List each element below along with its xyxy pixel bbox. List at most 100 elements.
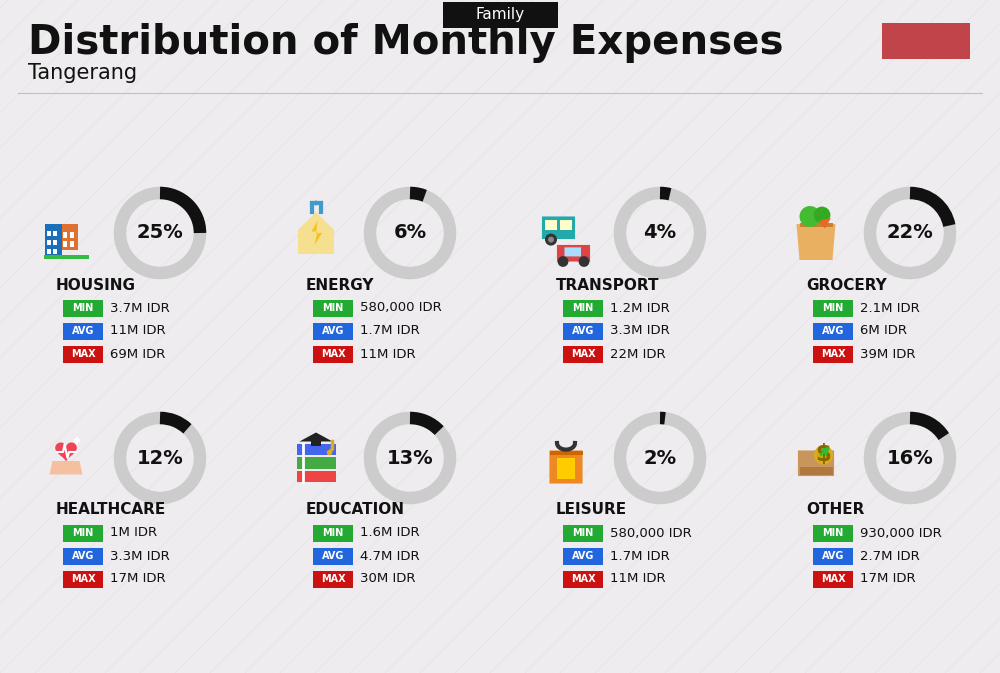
Text: 3.7M IDR: 3.7M IDR	[110, 302, 170, 314]
FancyBboxPatch shape	[563, 548, 603, 565]
FancyBboxPatch shape	[74, 439, 80, 441]
FancyBboxPatch shape	[545, 219, 557, 230]
FancyBboxPatch shape	[549, 450, 583, 483]
FancyBboxPatch shape	[563, 571, 603, 588]
Text: 2.1M IDR: 2.1M IDR	[860, 302, 920, 314]
FancyBboxPatch shape	[813, 548, 853, 565]
FancyBboxPatch shape	[44, 255, 88, 258]
Circle shape	[817, 448, 830, 462]
Text: 30M IDR: 30M IDR	[360, 573, 416, 586]
Text: 2%: 2%	[643, 448, 677, 468]
Text: 580,000 IDR: 580,000 IDR	[610, 526, 692, 540]
FancyBboxPatch shape	[311, 439, 321, 446]
Circle shape	[548, 237, 554, 242]
Polygon shape	[298, 212, 334, 254]
Text: AVG: AVG	[572, 551, 594, 561]
FancyBboxPatch shape	[63, 524, 103, 542]
Polygon shape	[55, 442, 77, 462]
Text: 1.6M IDR: 1.6M IDR	[360, 526, 420, 540]
FancyBboxPatch shape	[76, 437, 78, 444]
Text: MIN: MIN	[72, 528, 94, 538]
Text: MAX: MAX	[321, 574, 345, 584]
FancyBboxPatch shape	[313, 299, 353, 316]
Text: ENERGY: ENERGY	[306, 277, 374, 293]
Text: 16%: 16%	[887, 448, 933, 468]
Text: 1.7M IDR: 1.7M IDR	[360, 324, 420, 337]
FancyBboxPatch shape	[296, 457, 336, 468]
Circle shape	[579, 256, 589, 267]
FancyBboxPatch shape	[313, 571, 353, 588]
Text: MAX: MAX	[71, 574, 95, 584]
Text: MIN: MIN	[822, 528, 844, 538]
Circle shape	[314, 201, 318, 205]
Text: 22%: 22%	[887, 223, 933, 242]
FancyBboxPatch shape	[63, 571, 103, 588]
Text: 11M IDR: 11M IDR	[360, 347, 416, 361]
Text: TRANSPORT: TRANSPORT	[556, 277, 660, 293]
Text: 6M IDR: 6M IDR	[860, 324, 907, 337]
FancyBboxPatch shape	[813, 322, 853, 339]
FancyBboxPatch shape	[882, 23, 970, 59]
Text: 17M IDR: 17M IDR	[860, 573, 916, 586]
FancyBboxPatch shape	[63, 299, 103, 316]
FancyBboxPatch shape	[560, 219, 572, 230]
Text: MIN: MIN	[572, 528, 594, 538]
FancyBboxPatch shape	[564, 248, 581, 256]
FancyBboxPatch shape	[813, 571, 853, 588]
FancyBboxPatch shape	[70, 241, 74, 246]
FancyBboxPatch shape	[70, 232, 74, 238]
FancyBboxPatch shape	[813, 299, 853, 316]
FancyBboxPatch shape	[313, 345, 353, 363]
FancyBboxPatch shape	[63, 232, 67, 238]
Polygon shape	[50, 461, 82, 474]
Text: HOUSING: HOUSING	[56, 277, 136, 293]
FancyBboxPatch shape	[798, 450, 834, 476]
FancyBboxPatch shape	[296, 470, 336, 482]
FancyBboxPatch shape	[313, 322, 353, 339]
Text: AVG: AVG	[72, 326, 94, 336]
FancyBboxPatch shape	[563, 299, 603, 316]
FancyBboxPatch shape	[46, 248, 51, 254]
Text: AVG: AVG	[822, 326, 844, 336]
FancyBboxPatch shape	[313, 548, 353, 565]
FancyBboxPatch shape	[800, 467, 832, 474]
FancyBboxPatch shape	[813, 345, 853, 363]
Text: AVG: AVG	[322, 326, 344, 336]
FancyBboxPatch shape	[557, 245, 590, 262]
FancyBboxPatch shape	[63, 548, 103, 565]
Circle shape	[814, 446, 833, 464]
Text: 3.3M IDR: 3.3M IDR	[110, 549, 170, 563]
Text: Family: Family	[475, 7, 525, 22]
Text: 1.2M IDR: 1.2M IDR	[610, 302, 670, 314]
Polygon shape	[300, 433, 332, 441]
Polygon shape	[796, 224, 836, 260]
Text: AVG: AVG	[72, 551, 94, 561]
FancyBboxPatch shape	[53, 248, 57, 254]
FancyBboxPatch shape	[63, 322, 103, 339]
Text: 17M IDR: 17M IDR	[110, 573, 166, 586]
FancyBboxPatch shape	[46, 231, 51, 236]
FancyBboxPatch shape	[296, 444, 336, 455]
FancyBboxPatch shape	[542, 217, 575, 239]
Text: Tangerang: Tangerang	[28, 63, 137, 83]
Circle shape	[800, 206, 820, 227]
FancyBboxPatch shape	[45, 224, 62, 257]
FancyBboxPatch shape	[53, 240, 57, 245]
Text: 22M IDR: 22M IDR	[610, 347, 666, 361]
Text: 11M IDR: 11M IDR	[110, 324, 166, 337]
Text: 580,000 IDR: 580,000 IDR	[360, 302, 442, 314]
Circle shape	[545, 234, 557, 246]
Text: 39M IDR: 39M IDR	[860, 347, 916, 361]
Text: Distribution of Monthly Expenses: Distribution of Monthly Expenses	[28, 23, 784, 63]
Text: OTHER: OTHER	[806, 503, 864, 518]
Text: MIN: MIN	[822, 303, 844, 313]
FancyBboxPatch shape	[563, 322, 603, 339]
FancyBboxPatch shape	[813, 524, 853, 542]
Text: MAX: MAX	[321, 349, 345, 359]
Text: 12%: 12%	[137, 448, 183, 468]
Text: 1.7M IDR: 1.7M IDR	[610, 549, 670, 563]
Text: AVG: AVG	[322, 551, 344, 561]
Text: 930,000 IDR: 930,000 IDR	[860, 526, 942, 540]
Text: 3.3M IDR: 3.3M IDR	[610, 324, 670, 337]
FancyBboxPatch shape	[63, 241, 67, 246]
